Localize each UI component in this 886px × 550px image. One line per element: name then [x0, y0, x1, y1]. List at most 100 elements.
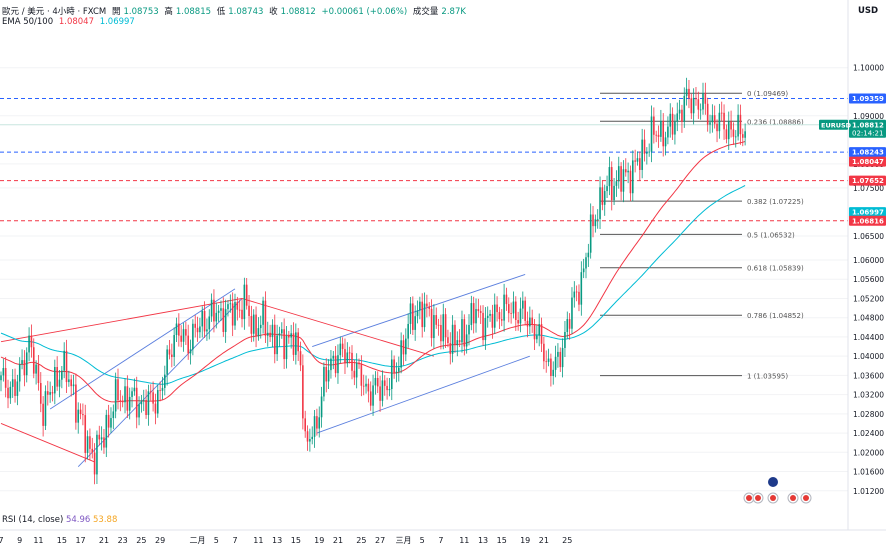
- candle-body: [552, 369, 555, 377]
- volume-label: 成交量: [412, 7, 439, 17]
- candle-body: [496, 304, 498, 313]
- candle-body: [507, 304, 510, 314]
- candle-body: [164, 374, 166, 388]
- candle-body: [601, 187, 604, 205]
- candle-body: [112, 411, 115, 419]
- price-tick-label: 1.05200: [853, 294, 884, 303]
- candle-body: [433, 315, 435, 339]
- candle-body: [154, 403, 157, 414]
- time-tick-label: 27: [375, 536, 385, 545]
- candle-body: [407, 323, 409, 339]
- candle-body: [739, 114, 742, 135]
- time-tick-label: 7: [438, 536, 443, 545]
- fib-level-label: 0.5 (1.06532): [747, 231, 795, 239]
- candle-body: [449, 343, 452, 354]
- candle-body: [557, 351, 559, 357]
- candle-body: [451, 324, 454, 354]
- time-tick-label: 5: [214, 536, 219, 545]
- candle-body: [358, 362, 360, 365]
- candle-body: [383, 380, 386, 386]
- candle-body: [550, 358, 552, 377]
- candle-body: [718, 112, 721, 132]
- candle-body: [360, 364, 363, 386]
- candle-body: [23, 360, 26, 376]
- candle-body: [489, 313, 491, 316]
- candle-body: [477, 309, 480, 312]
- candle-body: [426, 303, 428, 307]
- candle-body: [114, 379, 117, 412]
- trend-channel-line: [0, 423, 95, 463]
- time-tick-label: 13: [478, 536, 488, 545]
- ema-legend: EMA 50/100 1.08047 1.06997: [2, 17, 138, 27]
- candle-body: [657, 134, 660, 137]
- candle-body: [667, 126, 669, 138]
- candle-body: [138, 404, 140, 418]
- candle-body: [295, 332, 297, 355]
- price-tick-label: 1.04800: [853, 314, 884, 323]
- candle-body: [486, 315, 489, 319]
- rsi-legend: RSI (14, close) 54.96 53.88: [2, 515, 117, 525]
- candle-body: [252, 314, 255, 334]
- candle-body: [292, 333, 295, 355]
- candle-body: [353, 370, 356, 378]
- close-value: 1.08812: [280, 7, 316, 17]
- candle-body: [538, 324, 540, 336]
- candle-body: [220, 308, 222, 311]
- candle-body: [278, 333, 281, 336]
- candle-body: [121, 400, 124, 403]
- flag-icon: [790, 495, 796, 501]
- candle-body: [281, 329, 283, 334]
- time-tick-label: 25: [356, 536, 366, 545]
- trend-channel-line: [49, 288, 236, 410]
- high-value: 1.08815: [175, 7, 212, 17]
- candle-body: [547, 358, 550, 362]
- candle-body: [580, 272, 583, 305]
- candle-body: [447, 337, 449, 344]
- candle-body: [596, 218, 599, 220]
- candle-body: [540, 324, 543, 344]
- candle-body: [545, 361, 548, 363]
- candle-body: [133, 387, 136, 392]
- candle-body: [608, 167, 611, 187]
- candle-body: [405, 338, 407, 355]
- candle-body: [189, 349, 192, 354]
- candle-body: [142, 399, 145, 401]
- candle-body: [454, 324, 456, 346]
- currency-label[interactable]: USD: [858, 6, 879, 16]
- candle-body: [344, 349, 346, 364]
- candle-body: [4, 368, 7, 388]
- time-tick-label: 11: [33, 536, 43, 545]
- candle-body: [505, 294, 508, 305]
- candle-body: [288, 335, 290, 338]
- trend-channel-line: [312, 273, 526, 347]
- candle-body: [231, 303, 234, 326]
- candle-body: [96, 434, 98, 475]
- candle-body: [662, 120, 665, 147]
- candle-body: [440, 325, 442, 342]
- candle-body: [355, 362, 358, 378]
- price-tag-value: 1.07652: [852, 177, 884, 185]
- candle-body: [435, 315, 438, 325]
- candle-body: [510, 313, 512, 314]
- price-tick-label: 1.07500: [853, 184, 884, 193]
- candle-body: [723, 112, 725, 130]
- candle-body: [194, 323, 197, 328]
- price-tick-label: 1.06500: [853, 232, 884, 241]
- candle-body: [273, 324, 276, 355]
- time-tick-label: 11: [253, 536, 263, 545]
- price-tag: [849, 156, 886, 167]
- candle-body: [243, 284, 246, 320]
- candle-body: [711, 115, 714, 123]
- candle-body: [428, 306, 431, 309]
- news-event-icon[interactable]: [768, 477, 778, 487]
- candle-body: [351, 352, 353, 371]
- candle-body: [624, 169, 627, 173]
- candle-body: [91, 448, 94, 453]
- price-tag: [849, 119, 886, 138]
- candle-body: [145, 399, 147, 416]
- candle-body: [0, 375, 2, 381]
- candle-body: [110, 418, 112, 428]
- candle-body: [653, 116, 655, 135]
- candle-body: [339, 343, 342, 356]
